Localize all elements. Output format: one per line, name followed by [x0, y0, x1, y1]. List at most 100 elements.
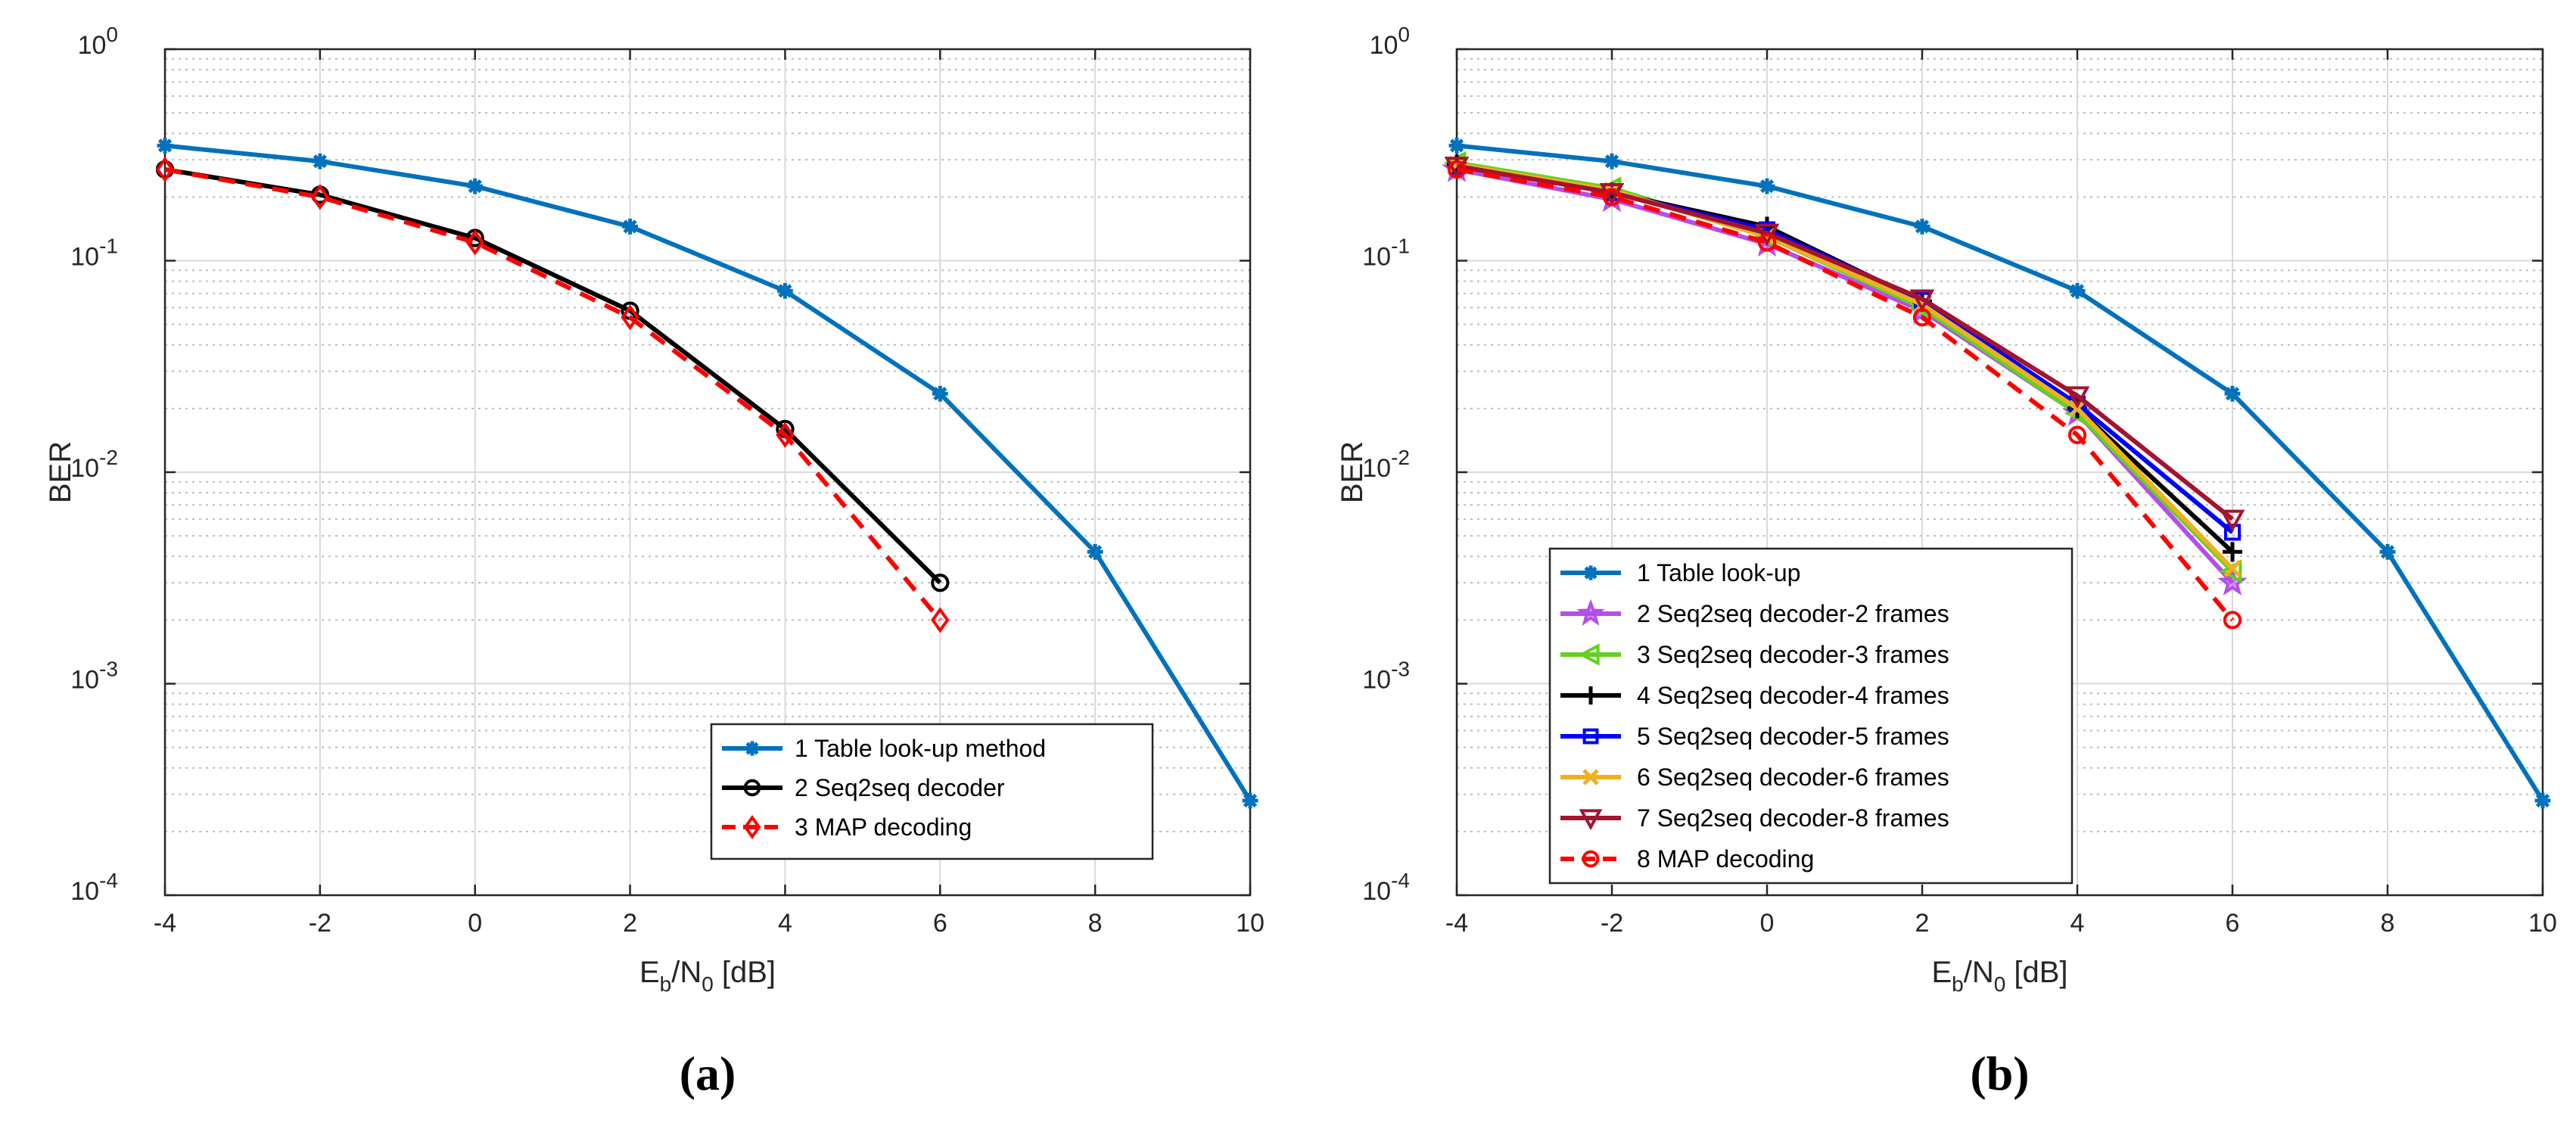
legend-entry: 1 Table look-up — [1560, 559, 1800, 586]
x-tick-label: 4 — [778, 909, 792, 938]
data-point — [2223, 524, 2242, 541]
data-point — [310, 184, 330, 210]
data-point — [931, 574, 950, 593]
legend-label: 3 MAP decoding — [795, 813, 972, 841]
y-tick-label: 10-3 — [70, 658, 118, 695]
legend-marker — [1579, 809, 1603, 831]
x-tick-label: -4 — [1445, 909, 1468, 938]
series-line — [1456, 143, 2545, 802]
y-axis-label: BER — [1336, 441, 1369, 503]
data-point — [776, 421, 795, 448]
series-1 — [1448, 138, 2551, 809]
legend-box — [710, 723, 1154, 860]
legend-label: 1 Table look-up method — [795, 735, 1046, 762]
series-3 — [155, 156, 950, 633]
data-point — [2224, 385, 2241, 402]
series-line — [164, 166, 942, 585]
x-tick-label: -2 — [1601, 909, 1623, 938]
legend-entry: 2 Seq2seq decoder-2 frames — [1560, 599, 1949, 627]
legend-label: 6 Seq2seq decoder-6 frames — [1637, 764, 1949, 791]
marker-stroke — [1449, 138, 1464, 153]
y-tick-label: 10-1 — [1362, 235, 1410, 272]
legend: 1 Table look-up method 2 Seq2seq decoder 3… — [710, 723, 1154, 860]
y-tick-label: 10-1 — [70, 235, 118, 272]
y-tick-label: 10-4 — [70, 869, 118, 906]
x-tick-label: 2 — [1915, 909, 1930, 938]
legend-box — [1548, 547, 2074, 885]
data-point — [155, 156, 175, 183]
data-point — [2379, 543, 2396, 560]
y-axis-label: BER — [44, 441, 77, 503]
data-point — [2220, 509, 2245, 533]
data-point — [312, 153, 328, 170]
marker-stroke — [1243, 793, 1258, 808]
legend-marker — [1582, 850, 1600, 868]
y-tick-label: 10-2 — [70, 446, 118, 483]
legend-entry: 3 MAP decoding — [722, 813, 972, 841]
legend-entry: 6 Seq2seq decoder-6 frames — [1560, 764, 1949, 791]
data-point — [621, 304, 639, 331]
x-tick-label: 8 — [2381, 909, 2395, 938]
panel-label: (b) — [1970, 1047, 2029, 1100]
series-7 — [1444, 157, 2245, 533]
marker-stroke — [2223, 559, 2242, 577]
x-tick-label: 0 — [1760, 909, 1775, 938]
series-8 — [1447, 160, 2242, 630]
data-point — [931, 607, 950, 633]
x-tick-label: 10 — [2528, 909, 2557, 938]
x-tick-label: 6 — [2226, 909, 2240, 938]
marker-stroke — [1915, 219, 1930, 234]
legend-entry: 4 Seq2seq decoder-4 frames — [1560, 682, 1949, 709]
x-tick-label: 10 — [1236, 909, 1265, 938]
data-point — [1447, 160, 1467, 179]
legend-entry: 7 Seq2seq decoder-8 frames — [1560, 804, 1949, 832]
marker-stroke — [1584, 566, 1598, 580]
x-tick-label: -2 — [309, 909, 331, 938]
data-point — [1912, 308, 1932, 327]
data-point — [777, 282, 793, 299]
marker-stroke — [933, 387, 947, 401]
legend-marker — [1578, 643, 1600, 666]
marker-stroke — [1582, 769, 1599, 785]
legend-entry: 8 MAP decoding — [1560, 845, 1814, 872]
legend-entry: 5 Seq2seq decoder-5 frames — [1560, 723, 1949, 750]
marker-stroke — [2070, 284, 2085, 298]
marker-stroke — [2225, 387, 2240, 401]
legend-label: 1 Table look-up — [1637, 559, 1800, 586]
data-point — [1757, 233, 1777, 252]
x-tick-label: 0 — [468, 909, 482, 938]
marker-stroke — [468, 179, 482, 194]
data-point — [2064, 386, 2090, 409]
legend: 1 Table look-up 2 Seq2seq decoder-2 frame… — [1548, 547, 2074, 885]
series-line — [164, 143, 1252, 802]
data-point — [932, 385, 948, 402]
legend-label: 8 MAP decoding — [1637, 845, 1814, 872]
legend-label: 2 Seq2seq decoder — [795, 774, 1005, 801]
data-point — [1242, 792, 1258, 809]
legend-entry: 1 Table look-up method — [722, 735, 1046, 762]
legend-label: 4 Seq2seq decoder-4 frames — [1637, 682, 1949, 709]
data-point — [1914, 218, 1930, 235]
chart-panel-b: -4 -2 0 2 4 6 8 10 10-4 10-3 10-2 10-1 100 BER Eb/N0 [… — [1336, 23, 2557, 1100]
data-point — [2223, 559, 2242, 577]
y-tick-label: 100 — [1370, 23, 1410, 60]
marker-stroke — [778, 284, 792, 298]
legend-label: 5 Seq2seq decoder-5 frames — [1637, 723, 1949, 750]
legend-marker — [743, 779, 761, 797]
y-tick-label: 10-3 — [1362, 658, 1410, 695]
marker-stroke — [623, 219, 637, 234]
legend-marker — [1582, 728, 1599, 745]
legend-label: 3 Seq2seq decoder-3 frames — [1637, 641, 1949, 668]
data-point — [1909, 289, 1935, 313]
legend-entry: 2 Seq2seq decoder — [722, 774, 1005, 801]
data-point — [2223, 542, 2242, 562]
legend-marker — [1583, 565, 1598, 580]
marker-stroke — [313, 154, 327, 169]
legend-marker — [743, 814, 761, 840]
marker-stroke — [2380, 545, 2395, 559]
data-point — [467, 178, 484, 194]
legend-label: 7 Seq2seq decoder-8 frames — [1637, 804, 1949, 832]
data-point — [465, 229, 484, 256]
x-tick-label: 6 — [933, 909, 947, 938]
marker-stroke — [1088, 545, 1103, 559]
